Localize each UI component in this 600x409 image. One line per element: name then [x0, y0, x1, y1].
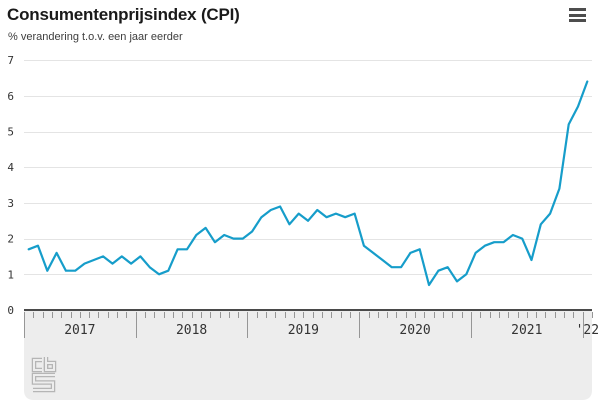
y-tick-label: 0	[7, 304, 14, 317]
logo-stroke-inner	[33, 374, 55, 391]
y-tick-label: 5	[7, 126, 14, 139]
y-tick-label: 6	[7, 90, 14, 103]
y-tick-label: 7	[7, 54, 14, 67]
logo-stroke-inner	[45, 362, 55, 371]
year-label: '22	[576, 323, 599, 338]
y-tick-label: 4	[7, 161, 14, 174]
data-line-series	[27, 80, 589, 287]
logo-stroke	[31, 357, 42, 373]
hamburger-icon	[569, 8, 586, 22]
logo-stroke	[43, 360, 57, 373]
gridlines	[24, 60, 592, 275]
y-axis-labels: 0 1 2 3 4 5 6 7	[7, 54, 14, 317]
page-title: Consumentenprijsindex (CPI)	[7, 5, 240, 24]
cbs-logo	[31, 357, 57, 393]
y-tick-label: 2	[7, 233, 14, 246]
y-tick-label: 3	[7, 197, 14, 210]
year-label: 2020	[399, 323, 430, 338]
x-axis-ticks	[24, 312, 593, 338]
menu-button[interactable]	[569, 8, 586, 22]
x-axis-labels: 2017 2018 2019 2020 2021 '22	[64, 323, 599, 338]
cpi-line-chart: 0 1 2 3 4 5 6 7 2017 2018 2019 2020 2021 '22	[7, 54, 599, 400]
axis-footer-band	[24, 311, 592, 400]
year-label: 2019	[288, 323, 319, 338]
y-tick-label: 1	[7, 268, 14, 281]
year-label: 2018	[176, 323, 207, 338]
chart-subtitle: % verandering t.o.v. een jaar eerder	[8, 31, 183, 43]
year-label: 2021	[511, 323, 542, 338]
footer-band	[24, 311, 592, 400]
logo-stroke-inner	[33, 359, 42, 371]
cpi-line	[27, 80, 589, 287]
year-label: 2017	[64, 323, 95, 338]
